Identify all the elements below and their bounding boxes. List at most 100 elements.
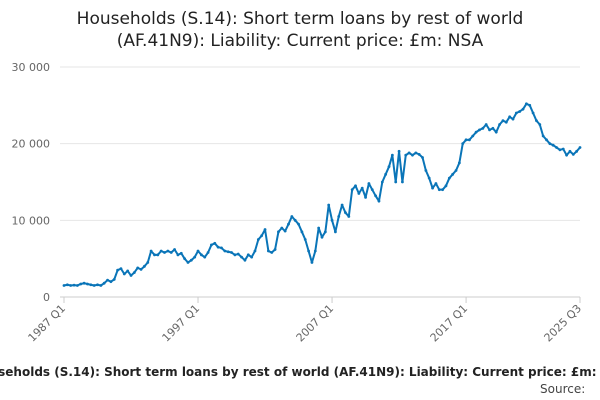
point xyxy=(320,235,324,239)
point xyxy=(451,172,455,176)
point xyxy=(327,203,331,207)
point xyxy=(226,250,230,254)
point xyxy=(464,138,468,142)
chart-title: Households (S.14): Short term loans by r… xyxy=(76,9,524,51)
point xyxy=(76,284,79,287)
point xyxy=(287,222,290,226)
point xyxy=(233,253,237,257)
point xyxy=(508,115,512,119)
point xyxy=(230,251,233,254)
point xyxy=(538,123,542,126)
point xyxy=(504,120,508,124)
point xyxy=(498,123,501,126)
point xyxy=(72,283,76,287)
point xyxy=(270,251,274,254)
point xyxy=(106,278,109,282)
point xyxy=(283,229,287,233)
point xyxy=(334,230,337,234)
point xyxy=(431,186,434,190)
point xyxy=(277,230,280,234)
point xyxy=(273,248,277,251)
point xyxy=(555,146,558,149)
point xyxy=(102,281,106,285)
point xyxy=(86,282,89,286)
point xyxy=(149,249,153,253)
point xyxy=(119,267,123,271)
point xyxy=(256,238,260,241)
point xyxy=(501,119,505,123)
point xyxy=(394,180,398,184)
point xyxy=(427,176,431,180)
point xyxy=(384,172,388,176)
point xyxy=(159,249,163,253)
point xyxy=(565,153,568,157)
source: Source: xyxy=(540,382,585,396)
point xyxy=(447,176,451,180)
point xyxy=(310,261,314,264)
point xyxy=(481,126,485,130)
point xyxy=(92,284,96,287)
x-tick-label: 2017 Q1 xyxy=(428,302,471,345)
point xyxy=(411,153,414,157)
point xyxy=(143,264,146,268)
point xyxy=(290,215,294,218)
point xyxy=(79,282,83,286)
series-line xyxy=(63,102,581,287)
point xyxy=(89,283,93,287)
point xyxy=(401,180,404,184)
x-tick-label: 2007 Q1 xyxy=(294,302,337,345)
point xyxy=(236,252,240,256)
point xyxy=(488,128,491,132)
point xyxy=(139,268,143,271)
point xyxy=(216,245,220,249)
point xyxy=(213,241,217,245)
point xyxy=(344,211,347,215)
point xyxy=(176,253,180,257)
point xyxy=(354,184,357,188)
point xyxy=(551,143,555,147)
point xyxy=(146,261,150,264)
point xyxy=(380,180,384,184)
point xyxy=(397,149,401,153)
point xyxy=(196,249,200,253)
x-tick-label: 2025 Q3 xyxy=(542,302,585,345)
point xyxy=(575,149,579,153)
y-tick-label: 30 000 xyxy=(12,61,51,74)
point xyxy=(424,169,428,172)
point xyxy=(109,280,113,284)
point xyxy=(474,130,478,134)
point xyxy=(364,195,367,199)
point xyxy=(303,238,307,241)
point xyxy=(461,142,465,146)
point xyxy=(173,248,176,251)
point xyxy=(568,149,572,153)
point xyxy=(223,249,227,253)
point xyxy=(545,138,548,142)
point xyxy=(62,284,66,287)
point xyxy=(293,218,297,222)
point xyxy=(193,255,197,259)
point xyxy=(558,148,562,152)
point xyxy=(199,253,203,257)
point xyxy=(82,281,86,285)
point xyxy=(528,103,532,107)
point xyxy=(116,268,120,272)
point xyxy=(491,126,495,130)
point xyxy=(484,123,488,126)
point xyxy=(169,251,173,254)
point xyxy=(347,215,351,218)
point xyxy=(350,188,354,192)
point xyxy=(414,151,418,155)
point xyxy=(468,138,471,142)
point xyxy=(340,203,344,207)
point xyxy=(387,165,391,169)
point xyxy=(437,188,441,192)
point xyxy=(494,130,498,134)
point xyxy=(220,246,223,250)
point xyxy=(163,251,166,254)
point xyxy=(417,153,421,156)
point xyxy=(99,284,103,287)
y-tick-label: 0 xyxy=(43,291,50,304)
x-tick-label: 1997 Q1 xyxy=(160,302,203,345)
